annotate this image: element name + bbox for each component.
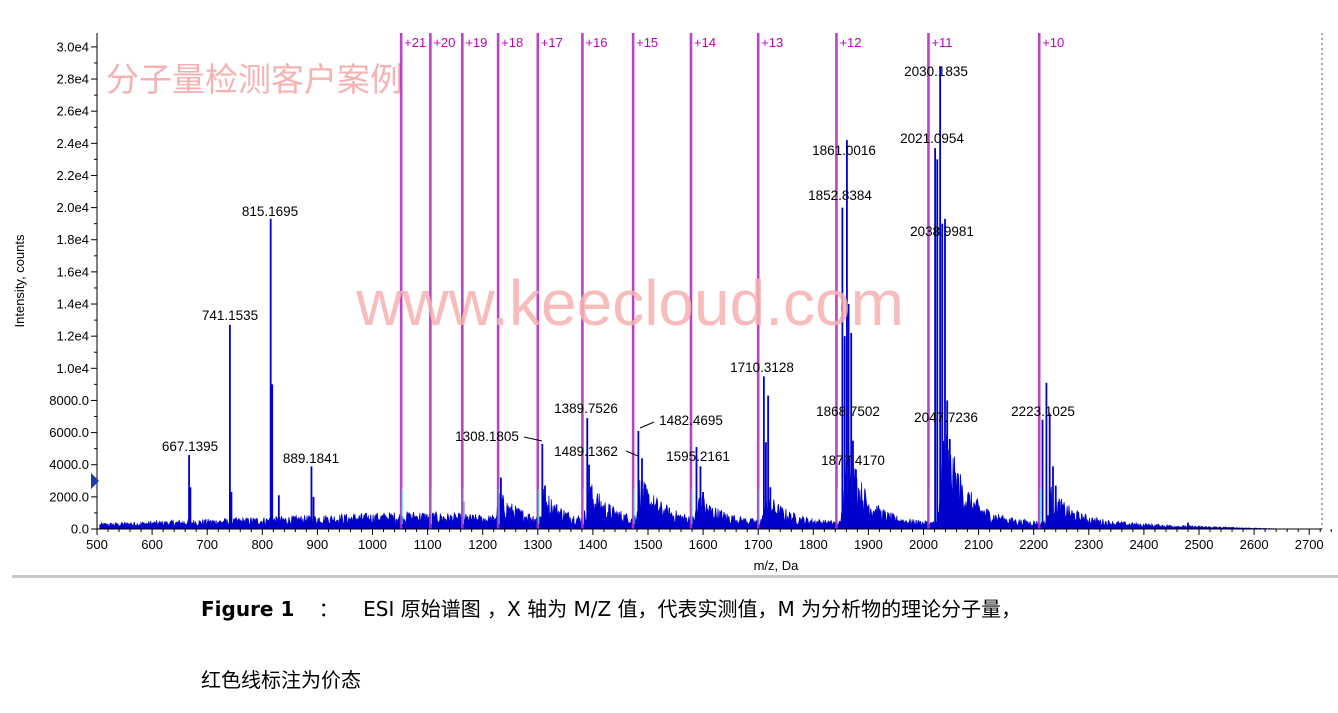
peak-label-7: 1482.4695 [659, 413, 723, 428]
caption-text-1: ESI 原始谱图 ，X 轴为 M/Z 值，代表实测值，M 为分析物的理论分子量， [363, 597, 1022, 621]
x-tick-label: 2500 [1185, 537, 1214, 552]
x-tick-label: 1500 [634, 537, 663, 552]
x-tick-label: 2200 [1019, 537, 1048, 552]
x-tick-label: 1900 [854, 537, 883, 552]
charge-label-z17: +17 [541, 35, 563, 50]
caption-line-2: 红色线标注为价态 [201, 664, 361, 693]
y-tick-label: 1.6e4 [56, 264, 89, 279]
x-tick-label: 1400 [578, 537, 607, 552]
caption-text-2: 红色线标注为价态 [201, 668, 361, 692]
peak-label-4: 1308.1805 [455, 429, 519, 444]
y-tick-label: 1.2e4 [56, 329, 89, 344]
x-tick-label: 2400 [1129, 537, 1158, 552]
watermark-cn: 分子量检测客户案例 [106, 60, 403, 99]
charge-label-z18: +18 [501, 35, 523, 50]
peak-label-13: 1877.4170 [821, 453, 885, 468]
peak-label-18: 2223.1025 [1011, 404, 1075, 419]
mass-spectrum-chart: 分子量检测客户案例+21 +20 +19 +18 +17 +16 +15 +14 +13 +12 +… [12, 33, 1332, 573]
x-tick-label: 1300 [523, 537, 552, 552]
y-axis-label: Intensity, counts [12, 234, 27, 327]
peak-label-0: 667.1395 [162, 439, 218, 454]
x-tick-label: 2000 [909, 537, 938, 552]
x-tick-label: 1200 [468, 537, 497, 552]
peak-label-5: 1389.7526 [554, 401, 618, 416]
peak-label-6: 1489.1362 [554, 444, 618, 459]
charge-label-z16: +16 [585, 35, 607, 50]
figure-label: Figure 1 [201, 597, 295, 621]
peak-label-14: 2030.1835 [904, 64, 968, 79]
x-tick-label: 1600 [689, 537, 718, 552]
x-tick-label: 2100 [964, 537, 993, 552]
peak-label-16: 2038.9981 [910, 224, 974, 239]
x-tick-label: 500 [86, 537, 108, 552]
peak-label-12: 1868.7502 [816, 404, 880, 419]
y-tick-label: 1.4e4 [56, 297, 89, 312]
leader-line [523, 436, 543, 442]
x-tick-label: 1100 [414, 537, 442, 552]
divider [12, 575, 1338, 578]
caption-separator: ： [318, 597, 339, 621]
peak-label-1: 741.1535 [202, 308, 258, 323]
charge-label-z15: +15 [636, 35, 658, 50]
y-tick-label: 1.8e4 [56, 232, 89, 247]
y-tick-label: 8000.0 [49, 393, 89, 408]
x-tick-label: 1700 [744, 537, 773, 552]
y-tick-label: 6000.0 [49, 425, 89, 440]
y-axis-marker-icon [91, 473, 99, 489]
y-tick-label: 2.8e4 [56, 72, 89, 87]
peak-label-15: 2021.0954 [900, 131, 964, 146]
x-tick-label: 1800 [799, 537, 828, 552]
leader-line [639, 421, 655, 429]
y-tick-label: 2.4e4 [56, 136, 89, 151]
charge-label-z11: +11 [931, 35, 952, 50]
x-tick-label: 900 [307, 537, 329, 552]
peak-label-8: 1595.2161 [666, 449, 730, 464]
peak-label-2: 815.1695 [242, 204, 298, 219]
charge-label-z19: +19 [465, 35, 487, 50]
x-tick-label: 800 [251, 537, 273, 552]
x-tick-label: 600 [141, 537, 163, 552]
spectrum-trace [99, 434, 1288, 530]
charge-label-z10: +10 [1042, 35, 1064, 50]
charge-label-z13: +13 [761, 35, 783, 50]
y-tick-label: 4000.0 [49, 457, 89, 472]
y-tick-label: 0.0 [71, 522, 89, 537]
charge-label-z21: +21 [404, 35, 426, 50]
peak-label-17: 2047.7236 [914, 410, 978, 425]
peak-label-10: 1861.0016 [812, 143, 876, 158]
x-tick-label: 2300 [1074, 537, 1103, 552]
x-tick-label: 700 [196, 537, 218, 552]
charge-label-z20: +20 [433, 35, 455, 50]
leader-line [625, 450, 639, 457]
watermark-url: www.keecloud.com [355, 267, 904, 339]
y-tick-label: 3.0e4 [56, 39, 89, 54]
y-tick-label: 2000.0 [49, 489, 89, 504]
charge-label-z14: +14 [694, 35, 716, 50]
peak-label-11: 1852.8384 [808, 188, 872, 203]
peak-label-9: 1710.3128 [730, 360, 794, 375]
y-tick-label: 2.0e4 [56, 200, 89, 215]
y-tick-label: 2.6e4 [56, 104, 89, 119]
x-tick-label: 2700 [1295, 537, 1324, 552]
caption-line-1: Figure 1 ： ESI 原始谱图 ，X 轴为 M/Z 值，代表实测值，M … [201, 593, 1021, 622]
x-tick-label: 1000 [358, 537, 387, 552]
x-tick-label: 2600 [1240, 537, 1269, 552]
charge-label-z12: +12 [839, 35, 861, 50]
y-tick-label: 1.0e4 [56, 361, 89, 376]
y-tick-label: 2.2e4 [56, 168, 89, 183]
peak-label-3: 889.1841 [283, 451, 339, 466]
x-axis-label: m/z, Da [754, 558, 800, 573]
